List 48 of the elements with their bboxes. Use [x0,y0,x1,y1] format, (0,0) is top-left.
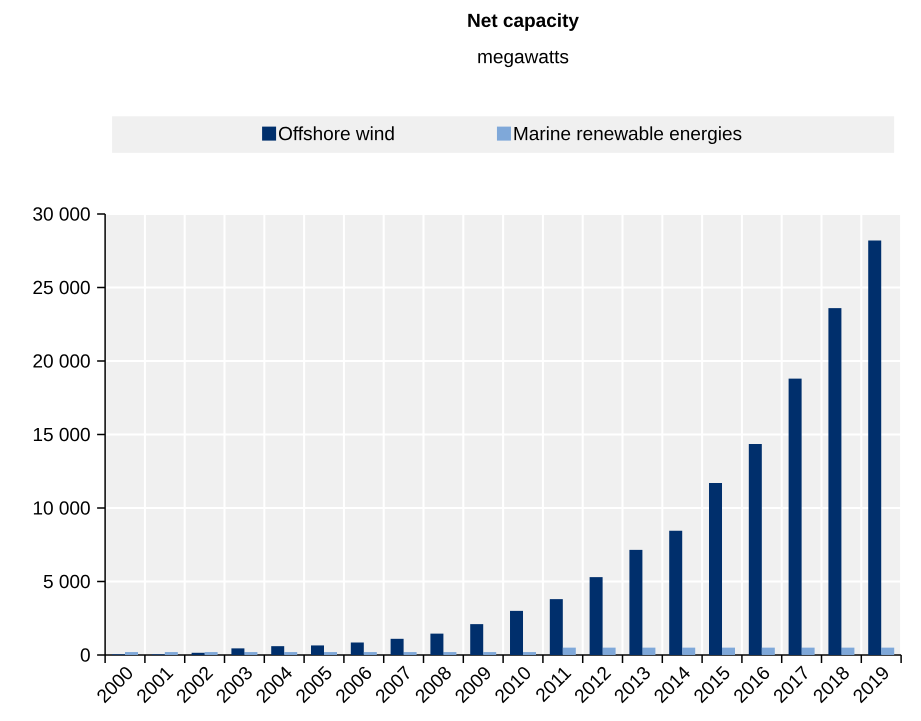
bar [284,652,298,655]
bar [868,240,882,655]
y-tick-label: 10 000 [34,501,90,515]
y-tick-label: 15 000 [34,428,90,442]
bar [590,577,603,655]
bar [562,648,576,655]
bar [204,652,218,655]
bar [788,378,802,655]
bar [642,648,656,655]
legend-label: Marine renewable energies [514,126,742,144]
bar [364,652,377,655]
bar [404,652,417,655]
bar [709,482,722,655]
bar [881,648,894,655]
bar [510,610,524,655]
y-tick-label: 5 000 [44,574,90,588]
bar [762,648,775,655]
bar [828,308,842,655]
bar [271,646,284,655]
bar [231,648,244,655]
bar [470,624,484,655]
bar [430,634,444,655]
bar [311,645,324,655]
y-tick-label: 0 [80,648,90,662]
bar [324,652,338,655]
bar [125,652,138,655]
bar [841,648,854,655]
bar [244,652,258,655]
bar [748,444,762,655]
y-tick-label: 25 000 [33,280,90,294]
bar [350,642,364,655]
bar [669,530,682,655]
chart-title: Net capacity [468,13,579,31]
bar [802,648,815,655]
bar [523,652,536,655]
legend-label: Offshore wind [278,126,394,140]
bar [390,638,404,655]
bar [443,652,456,655]
bar [164,652,178,655]
bar [602,648,616,655]
bar [722,648,736,655]
y-tick-label: 20 000 [33,354,90,368]
bar [682,648,696,655]
bar [629,550,642,655]
bar [483,652,496,655]
y-tick-label: 30 000 [33,207,90,221]
bar [550,599,563,655]
chart-subtitle: megawatts [478,50,568,68]
